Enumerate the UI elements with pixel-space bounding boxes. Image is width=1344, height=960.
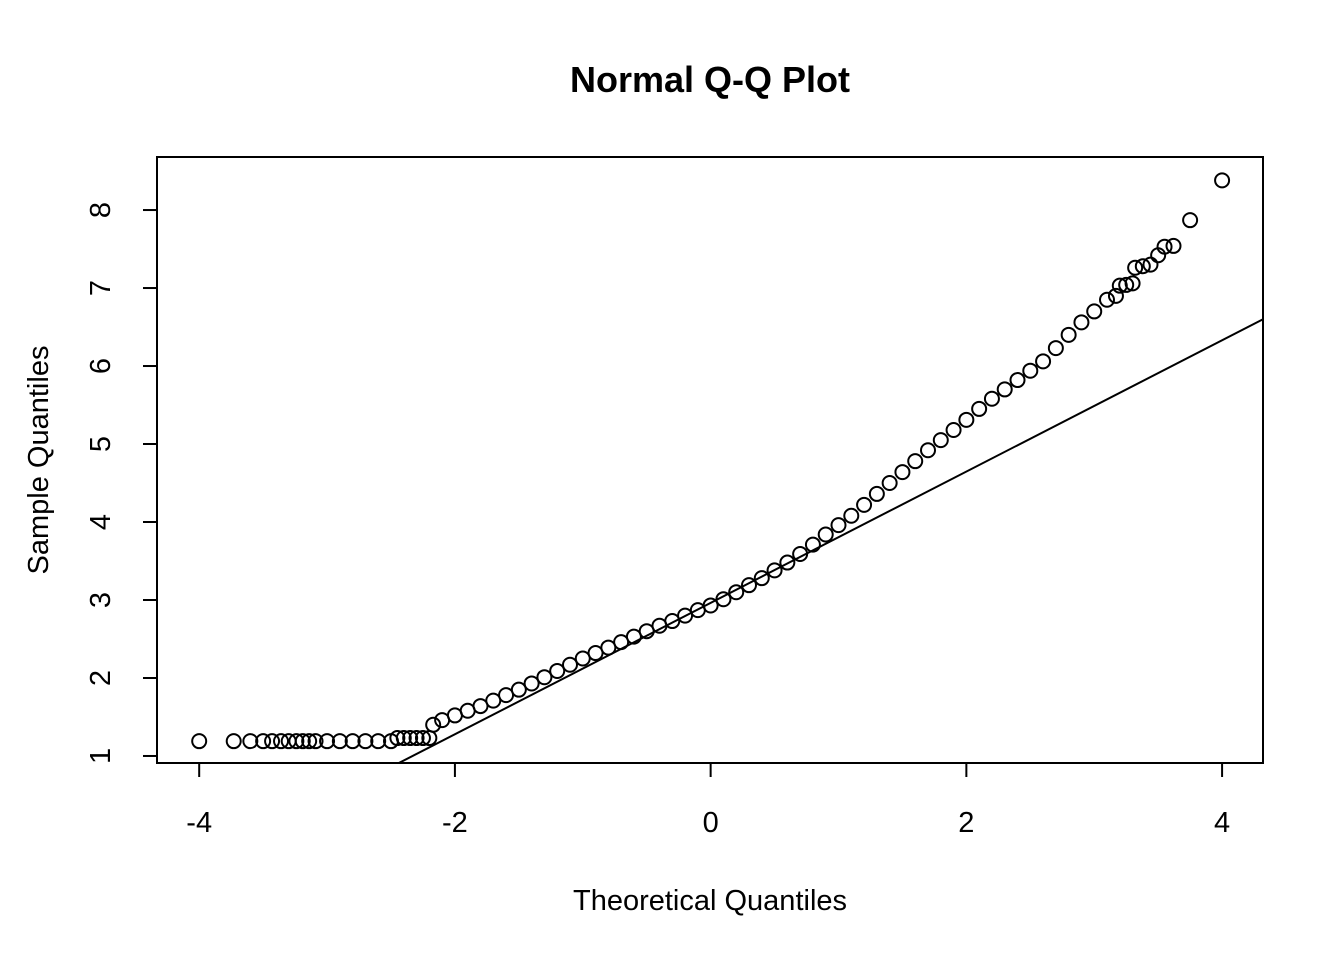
point xyxy=(868,485,885,502)
point xyxy=(414,730,431,747)
point xyxy=(561,656,578,673)
point xyxy=(907,453,924,470)
y-tick-label: 3 xyxy=(85,592,117,608)
y-tick-label: 7 xyxy=(85,280,117,296)
point xyxy=(1099,291,1116,308)
point xyxy=(264,733,281,750)
point xyxy=(357,733,374,750)
point xyxy=(728,584,745,601)
point xyxy=(753,570,770,587)
point xyxy=(702,597,719,614)
point xyxy=(301,733,318,750)
point xyxy=(1142,256,1159,273)
y-tick-label: 1 xyxy=(85,748,117,764)
point xyxy=(255,733,272,750)
x-tick-label: 4 xyxy=(1214,807,1230,839)
point xyxy=(536,669,553,686)
point xyxy=(425,716,442,733)
point xyxy=(395,730,412,747)
point xyxy=(996,381,1013,398)
y-tick-label: 8 xyxy=(85,202,117,218)
y-tick-label: 6 xyxy=(85,358,117,374)
point xyxy=(830,517,847,534)
point xyxy=(1107,287,1124,304)
point xyxy=(370,733,387,750)
point xyxy=(817,526,834,543)
point xyxy=(510,681,527,698)
plot-frame xyxy=(156,156,1264,764)
point xyxy=(894,464,911,481)
point xyxy=(1134,258,1151,275)
point xyxy=(344,733,361,750)
x-tick-label: 2 xyxy=(958,807,974,839)
y-axis-label: Sample Quantiles xyxy=(23,346,55,575)
point xyxy=(843,507,860,524)
point xyxy=(932,432,949,449)
point xyxy=(792,545,809,562)
point xyxy=(1022,362,1039,379)
point xyxy=(523,675,540,692)
point xyxy=(1086,303,1103,320)
point xyxy=(331,733,348,750)
point xyxy=(1009,372,1026,389)
point xyxy=(740,577,757,594)
point xyxy=(920,442,937,459)
plot-area xyxy=(396,318,1263,763)
point xyxy=(1182,212,1199,229)
point xyxy=(402,730,419,747)
point xyxy=(1214,172,1231,189)
point xyxy=(1165,237,1182,254)
point xyxy=(856,496,873,513)
point xyxy=(273,733,290,750)
point xyxy=(549,662,566,679)
point xyxy=(945,421,962,438)
point xyxy=(1060,326,1077,343)
point xyxy=(294,733,311,750)
point xyxy=(779,554,796,571)
x-tick-label: 0 xyxy=(703,807,719,839)
point xyxy=(1035,353,1052,370)
x-tick-label: -4 xyxy=(186,807,212,839)
point xyxy=(958,411,975,428)
point xyxy=(983,390,1000,407)
y-tick-label: 5 xyxy=(85,436,117,452)
point xyxy=(1073,314,1090,331)
chart-title: Normal Q-Q Plot xyxy=(570,59,850,100)
point xyxy=(225,733,242,750)
point xyxy=(766,562,783,579)
reference-line xyxy=(396,318,1263,763)
point xyxy=(1156,238,1173,255)
y-tick-label: 2 xyxy=(85,670,117,686)
point xyxy=(881,475,898,492)
point xyxy=(242,733,259,750)
x-tick-label: -2 xyxy=(442,807,468,839)
point xyxy=(1118,276,1135,293)
point xyxy=(1047,340,1064,357)
point xyxy=(408,730,425,747)
point xyxy=(715,591,732,608)
point xyxy=(971,400,988,417)
point xyxy=(288,733,305,750)
point xyxy=(389,730,406,747)
point xyxy=(191,733,208,750)
x-axis-label: Theoretical Quantiles xyxy=(573,885,847,917)
point xyxy=(804,536,821,553)
point xyxy=(307,733,324,750)
point xyxy=(1124,275,1141,292)
y-tick-label: 4 xyxy=(85,514,117,530)
point xyxy=(1127,259,1144,276)
point xyxy=(319,733,336,750)
